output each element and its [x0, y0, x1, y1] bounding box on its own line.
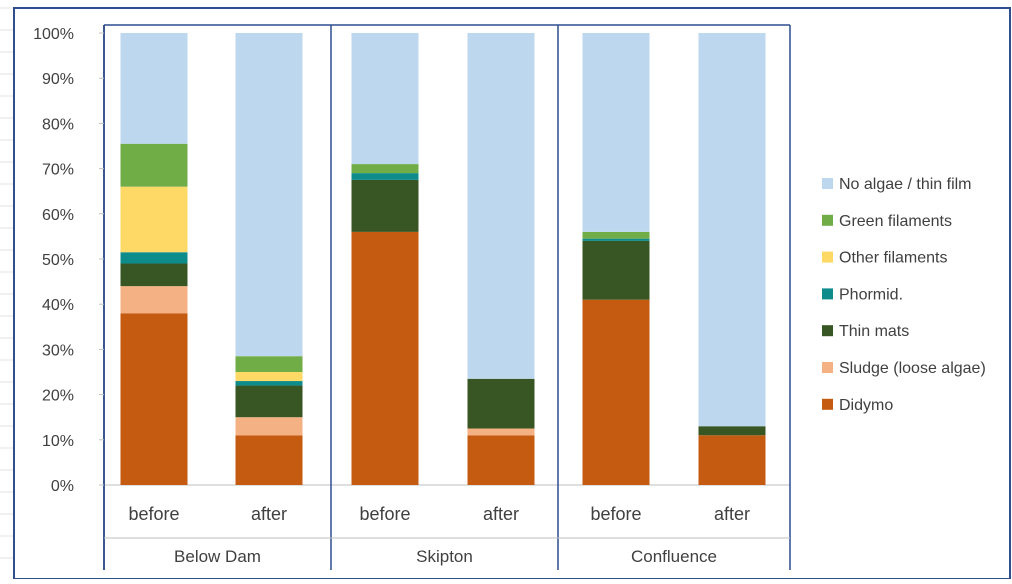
legend-label: Phormid. [839, 286, 903, 303]
group-label: Below Dam [174, 547, 261, 566]
bar-segment-didymo [467, 435, 535, 485]
bar-segment-thin-mats [467, 378, 535, 429]
y-tick-label: 70% [42, 162, 74, 179]
bar-segment-sludge-loose-algae [235, 417, 303, 436]
y-tick-label: 80% [42, 116, 74, 133]
legend-swatch [822, 251, 833, 263]
group-label: Confluence [631, 547, 717, 566]
bar-segment-no-algae-thin-film [582, 33, 650, 232]
bar-segment-thin-mats [351, 179, 419, 232]
legend-swatch [822, 214, 833, 226]
bar-segment-phormid [351, 173, 419, 180]
bar-segment-green-filaments [351, 164, 419, 174]
bar-segment-no-algae-thin-film [235, 33, 303, 357]
spreadsheet-background-grid [0, 7, 14, 559]
bar-segment-didymo [582, 299, 650, 485]
bar-segment-didymo [120, 313, 188, 485]
bar-segment-phormid [235, 381, 303, 386]
bar-segment-green-filaments [582, 231, 650, 239]
x-tick-label: before [128, 504, 179, 524]
x-tick-label: after [714, 504, 750, 524]
y-tick-label: 90% [42, 71, 74, 88]
x-tick-label: after [251, 504, 287, 524]
bar-segment-no-algae-thin-film [467, 33, 535, 379]
x-tick-label: before [359, 504, 410, 524]
legend-swatch [822, 398, 833, 410]
bar-segment-no-algae-thin-film [698, 33, 766, 427]
legend-swatch [822, 288, 833, 300]
legend-label: Other filaments [839, 250, 947, 267]
bar-segment-didymo [235, 435, 303, 485]
legend-swatch [822, 178, 833, 189]
y-tick-label: 40% [42, 297, 74, 314]
bar-segment-didymo [698, 435, 766, 485]
bar-segment-sludge-loose-algae [467, 428, 535, 436]
bar-segment-green-filaments [235, 356, 303, 372]
legend-label: Didymo [839, 397, 893, 414]
axes: 0% 10% 20% 30% 40% 50% 60% 70% 80% 90% 100% [33, 24, 791, 570]
bar-segment-didymo [351, 231, 419, 485]
bar-segment-other-filaments [120, 186, 188, 253]
legend-label: Green filaments [839, 213, 952, 230]
legend-swatch [822, 325, 833, 337]
bar-segment-thin-mats [120, 263, 188, 287]
bar-segment-no-algae-thin-film [351, 33, 419, 165]
y-tick-label: 60% [42, 207, 74, 224]
legend-swatch [822, 362, 833, 373]
bars [120, 33, 766, 485]
y-tick-label: 20% [42, 388, 74, 405]
bar-segment-green-filaments [120, 143, 188, 187]
y-tick-label: 10% [42, 433, 74, 450]
legend-label: Sludge (loose algae) [839, 360, 986, 377]
y-tick-label: 0% [51, 478, 74, 495]
x-tick-label: after [483, 504, 519, 524]
bar-segment-phormid [582, 238, 650, 241]
y-tick-label: 30% [42, 342, 74, 359]
bar-segment-other-filaments [235, 372, 303, 382]
bar-segment-thin-mats [235, 385, 303, 418]
category-labels: before after before after before after Below D… [128, 504, 750, 566]
bar-segment-phormid [120, 252, 188, 264]
y-tick-label: 100% [33, 26, 74, 43]
group-label: Skipton [416, 547, 473, 566]
bar-segment-sludge-loose-algae [120, 286, 188, 314]
bar-segment-no-algae-thin-film [120, 33, 188, 144]
bar-segment-thin-mats [582, 240, 650, 300]
legend-label: No algae / thin film [839, 176, 972, 193]
legend-label: Thin mats [839, 323, 909, 340]
x-tick-label: before [590, 504, 641, 524]
bar-segment-thin-mats [698, 426, 766, 436]
y-tick-label: 50% [42, 252, 74, 269]
legend: No algae / thin film Green filaments Other… [822, 176, 986, 414]
